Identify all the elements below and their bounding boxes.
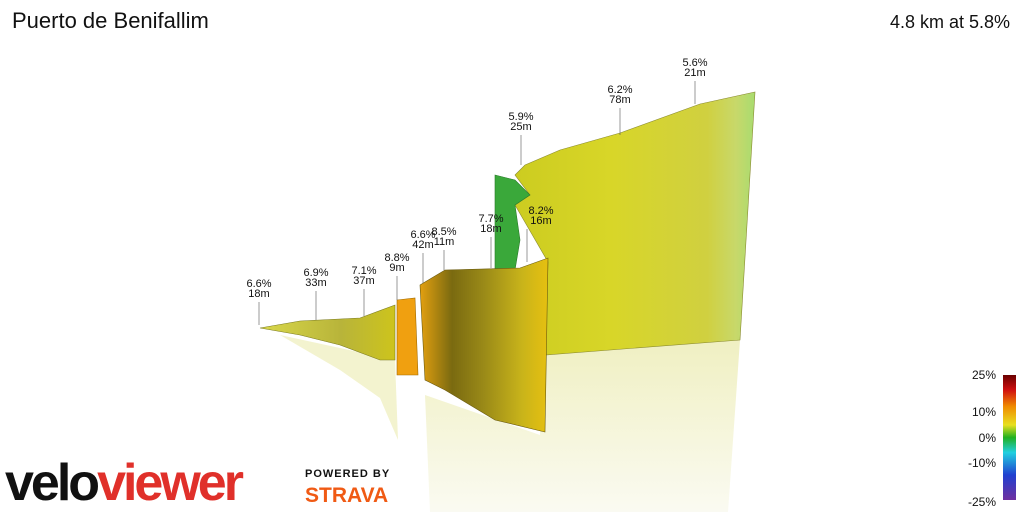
grade-scale: [1003, 375, 1016, 500]
length-label: 25m: [510, 121, 531, 133]
grade-label: 5.6%: [682, 57, 707, 69]
length-label: 16m: [530, 215, 551, 227]
length-label: 37m: [353, 275, 374, 287]
partner: STRAVA: [305, 484, 388, 507]
grade-label: 5.9%: [508, 111, 533, 123]
length-label: 42m: [412, 239, 433, 251]
step-face: [396, 297, 419, 376]
grade-label: 8.8%: [384, 252, 409, 264]
length-label: 18m: [248, 288, 269, 300]
length-label: 21m: [684, 67, 705, 79]
scale-label: 0%: [979, 431, 997, 445]
grade-label: 8.5%: [431, 226, 456, 238]
scale-label: -10%: [968, 456, 996, 470]
length-label: 33m: [305, 277, 326, 289]
logo-part: velo: [5, 454, 98, 512]
scale-label: -25%: [968, 495, 996, 509]
low-face: [259, 304, 396, 361]
scale-label: 10%: [972, 405, 996, 419]
length-label: 78m: [609, 94, 630, 106]
grade-label: 6.9%: [303, 267, 328, 279]
grade-label: 6.6%: [410, 229, 435, 241]
grade-label: 8.2%: [528, 205, 553, 217]
summary: 4.8 km at 5.8%: [890, 12, 1010, 32]
mid-face: [419, 257, 549, 433]
grade-label: 7.7%: [478, 213, 503, 225]
title: Puerto de Benifallim: [12, 8, 209, 33]
logo: veloviewer: [5, 454, 244, 512]
reflection: [280, 335, 398, 440]
logo-part: viewer: [97, 454, 244, 512]
reflection: [425, 340, 740, 512]
profile-graphic: [259, 91, 756, 512]
grade-label: 6.2%: [607, 84, 632, 96]
powered-by: POWERED BY: [305, 468, 390, 480]
length-label: 11m: [434, 236, 455, 248]
length-label: 9m: [389, 262, 404, 274]
scale-label: 25%: [972, 368, 996, 382]
grade-label: 7.1%: [351, 265, 376, 277]
grade-label: 6.6%: [246, 278, 271, 290]
length-label: 18m: [480, 223, 501, 235]
